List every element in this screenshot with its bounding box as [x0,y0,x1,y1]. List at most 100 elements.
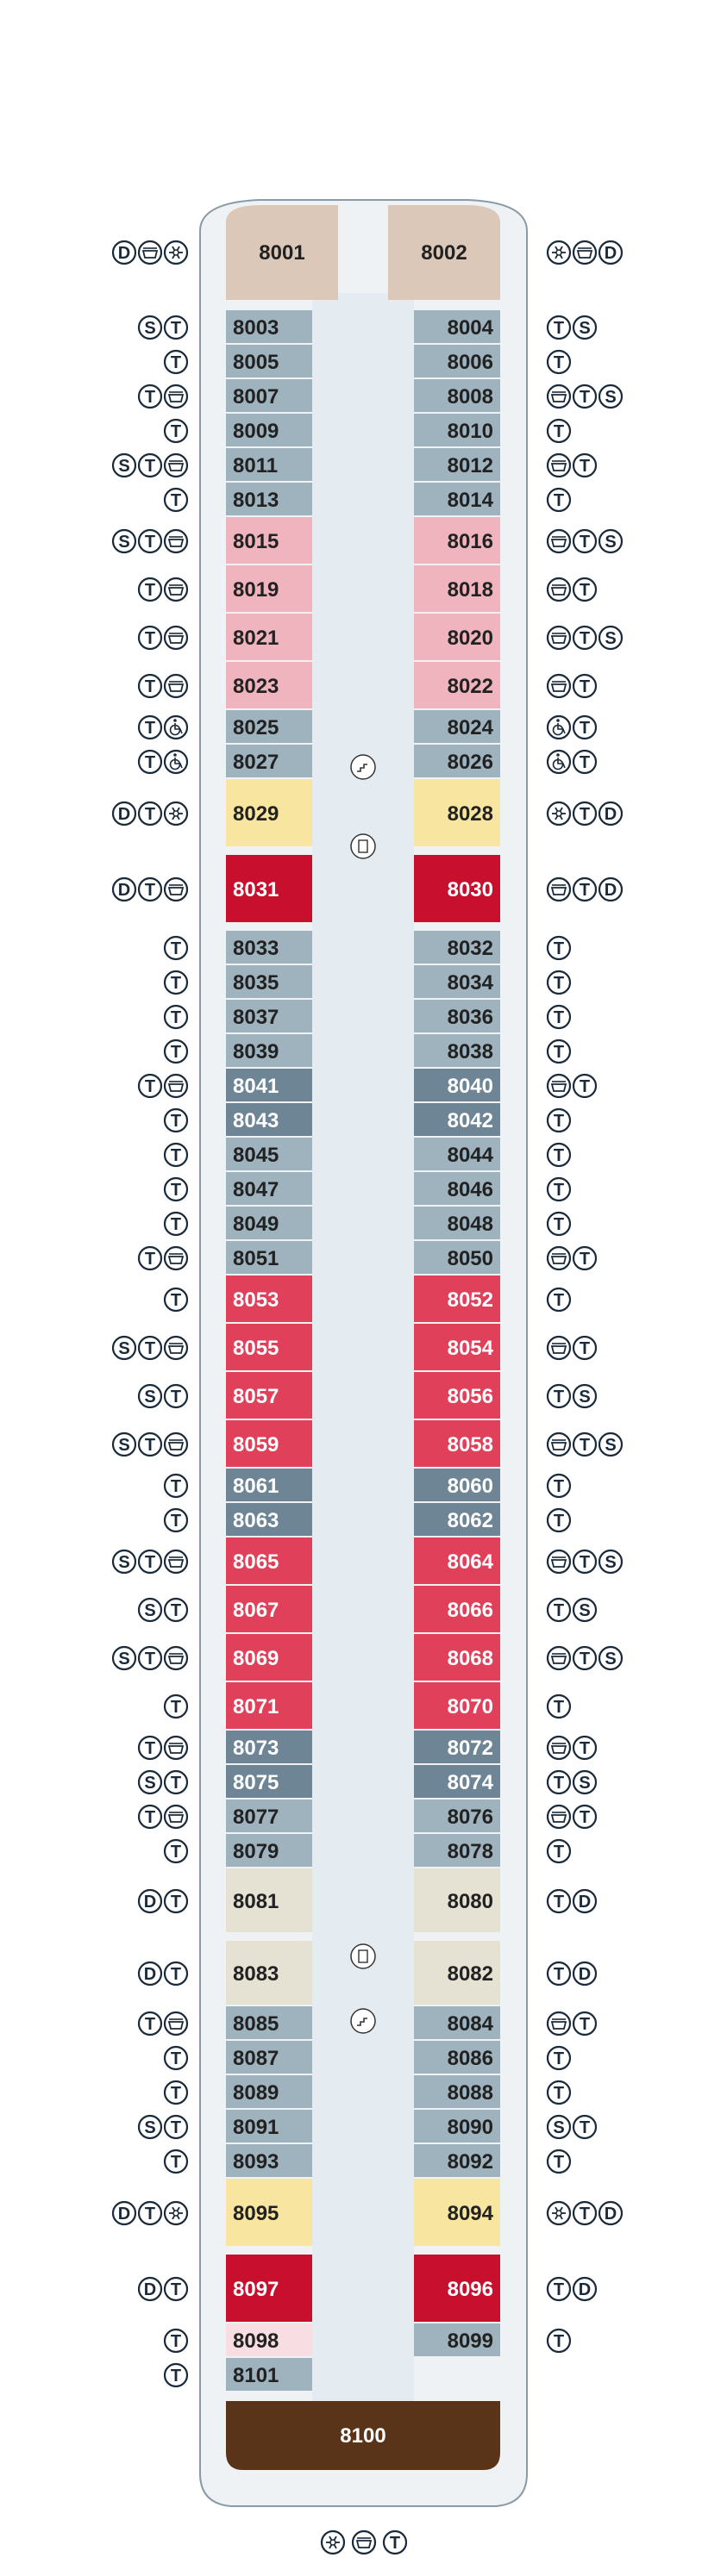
cabin-8060[interactable] [414,1469,500,1501]
cabin-8012[interactable] [414,448,500,481]
cabin-8008[interactable] [414,379,500,412]
cabin-8003[interactable] [226,310,312,343]
cabin-8035[interactable] [226,965,312,998]
cabin-8005[interactable] [226,345,312,377]
cabin-8082[interactable] [414,1941,500,2005]
cabin-8084[interactable] [414,2006,500,2039]
cabin-8058[interactable] [414,1420,500,1467]
cabin-8030[interactable] [414,855,500,922]
cabin-8040[interactable] [414,1069,500,1101]
cabin-8079[interactable] [226,1834,312,1867]
cabin-8090[interactable] [414,2110,500,2143]
cabin-8002[interactable] [388,205,500,300]
cabin-8070[interactable] [414,1682,500,1729]
cabin-8014[interactable] [414,483,500,515]
cabin-8053[interactable] [226,1276,312,1322]
cabin-8071[interactable] [226,1682,312,1729]
cabin-8094[interactable] [414,2179,500,2246]
cabin-8077[interactable] [226,1799,312,1832]
cabin-8010[interactable] [414,414,500,446]
cabin-8045[interactable] [226,1138,312,1170]
cabin-8061[interactable] [226,1469,312,1501]
cabin-8065[interactable] [226,1537,312,1584]
cabin-8029[interactable] [226,779,312,846]
cabin-8047[interactable] [226,1172,312,1205]
cabin-8050[interactable] [414,1241,500,1274]
cabin-8028[interactable] [414,779,500,846]
cabin-8086[interactable] [414,2041,500,2074]
cabin-8011[interactable] [226,448,312,481]
cabin-8089[interactable] [226,2075,312,2108]
cabin-8001[interactable] [226,205,338,300]
cabin-8046[interactable] [414,1172,500,1205]
cabin-8099[interactable] [414,2323,500,2356]
cabin-8016[interactable] [414,517,500,564]
cabin-8026[interactable] [414,745,500,777]
cabin-8062[interactable] [414,1503,500,1536]
cabin-8037[interactable] [226,1000,312,1032]
cabin-8056[interactable] [414,1372,500,1419]
cabin-8100[interactable] [226,2401,500,2470]
cabin-8072[interactable] [414,1731,500,1763]
cabin-8101[interactable] [226,2358,312,2391]
cabin-8024[interactable] [414,710,500,743]
cabin-8098[interactable] [226,2323,312,2356]
cabin-8096[interactable] [414,2255,500,2322]
cabin-8093[interactable] [226,2144,312,2177]
cabin-8063[interactable] [226,1503,312,1536]
cabin-8095[interactable] [226,2179,312,2246]
cabin-8021[interactable] [226,614,312,660]
cabin-8085[interactable] [226,2006,312,2039]
cabin-8033[interactable] [226,931,312,964]
cabin-8042[interactable] [414,1103,500,1136]
cabin-8020[interactable] [414,614,500,660]
cabin-8025[interactable] [226,710,312,743]
cabin-8036[interactable] [414,1000,500,1032]
cabin-8032[interactable] [414,931,500,964]
cabin-8075[interactable] [226,1765,312,1798]
cabin-8074[interactable] [414,1765,500,1798]
cabin-8069[interactable] [226,1634,312,1681]
cabin-8027[interactable] [226,745,312,777]
cabin-8073[interactable] [226,1731,312,1763]
cabin-8048[interactable] [414,1207,500,1239]
cabin-8009[interactable] [226,414,312,446]
cabin-8044[interactable] [414,1138,500,1170]
cabin-8018[interactable] [414,565,500,612]
cabin-8004[interactable] [414,310,500,343]
cabin-8092[interactable] [414,2144,500,2177]
cabin-8057[interactable] [226,1372,312,1419]
cabin-8052[interactable] [414,1276,500,1322]
cabin-8083[interactable] [226,1941,312,2005]
cabin-8041[interactable] [226,1069,312,1101]
cabin-8023[interactable] [226,662,312,708]
cabin-8031[interactable] [226,855,312,922]
cabin-8067[interactable] [226,1586,312,1632]
cabin-8087[interactable] [226,2041,312,2074]
cabin-8043[interactable] [226,1103,312,1136]
cabin-8022[interactable] [414,662,500,708]
cabin-8088[interactable] [414,2075,500,2108]
cabin-8013[interactable] [226,483,312,515]
cabin-8007[interactable] [226,379,312,412]
cabin-8097[interactable] [226,2255,312,2322]
cabin-8059[interactable] [226,1420,312,1467]
cabin-8091[interactable] [226,2110,312,2143]
cabin-8055[interactable] [226,1324,312,1370]
cabin-8080[interactable] [414,1868,500,1932]
cabin-8015[interactable] [226,517,312,564]
cabin-8068[interactable] [414,1634,500,1681]
cabin-8076[interactable] [414,1799,500,1832]
cabin-8019[interactable] [226,565,312,612]
cabin-8034[interactable] [414,965,500,998]
cabin-8054[interactable] [414,1324,500,1370]
cabin-8006[interactable] [414,345,500,377]
cabin-8051[interactable] [226,1241,312,1274]
cabin-8049[interactable] [226,1207,312,1239]
cabin-8039[interactable] [226,1034,312,1067]
cabin-8066[interactable] [414,1586,500,1632]
cabin-8081[interactable] [226,1868,312,1932]
cabin-8038[interactable] [414,1034,500,1067]
cabin-8064[interactable] [414,1537,500,1584]
cabin-8078[interactable] [414,1834,500,1867]
